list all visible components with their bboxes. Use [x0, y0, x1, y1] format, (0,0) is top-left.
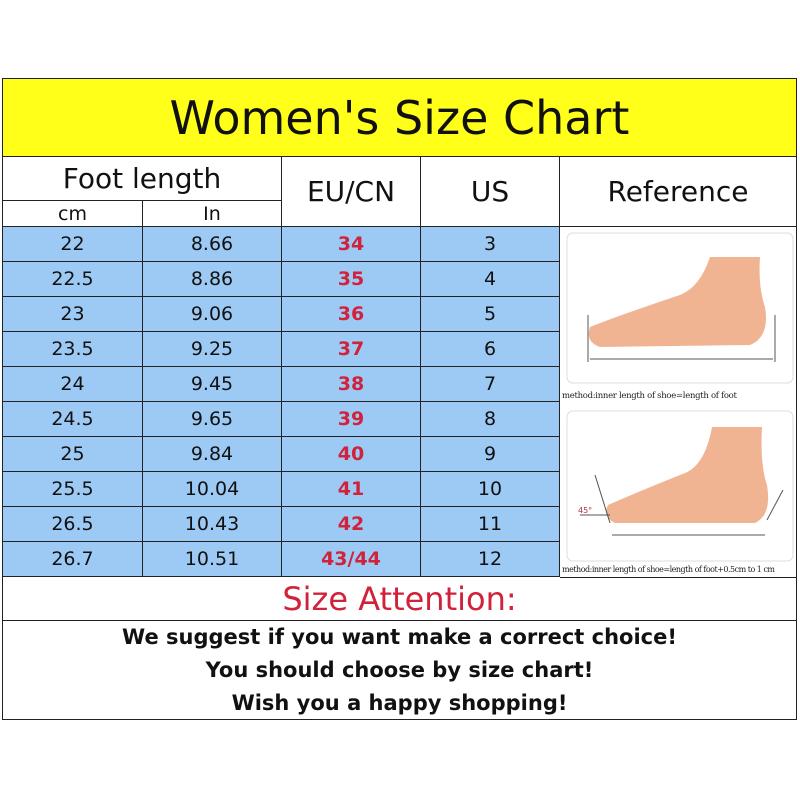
row-10-us: 12	[421, 542, 560, 577]
row-4-cm: 23.5	[3, 332, 143, 367]
row-8-eu: 41	[282, 472, 421, 507]
row-1-us: 3	[421, 227, 560, 262]
row-9-cm: 26.5	[3, 507, 143, 542]
reference-images: method:inner length of shoe=length of fo…	[560, 227, 796, 578]
row-10-cm: 26.7	[3, 542, 143, 577]
row-7-in: 9.84	[143, 437, 282, 472]
row-5-cm: 24	[3, 367, 143, 402]
header-foot-length: Foot length	[3, 156, 282, 201]
size-attention-title: Size Attention:	[3, 577, 796, 621]
row-2-us: 4	[421, 262, 560, 297]
row-2-in: 8.86	[143, 262, 282, 297]
row-5-eu: 38	[282, 367, 421, 402]
row-6-cm: 24.5	[3, 402, 143, 437]
row-1-eu: 34	[282, 227, 421, 262]
foot-measurement-illustration	[566, 232, 794, 384]
reference-caption-1: method:inner length of shoe=length of fo…	[562, 391, 737, 401]
row-8-us: 10	[421, 472, 560, 507]
row-10-in: 10.51	[143, 542, 282, 577]
row-2-eu: 35	[282, 262, 421, 297]
chart-title: Women's Size Chart	[3, 79, 796, 157]
row-6-in: 9.65	[143, 402, 282, 437]
row-3-cm: 23	[3, 297, 143, 332]
row-1-in: 8.66	[143, 227, 282, 262]
row-5-us: 7	[421, 367, 560, 402]
row-2-cm: 22.5	[3, 262, 143, 297]
attention-line-2: You should choose by size chart!	[205, 658, 594, 682]
row-5-in: 9.45	[143, 367, 282, 402]
attention-line-3: Wish you a happy shopping!	[231, 691, 568, 715]
row-4-in: 9.25	[143, 332, 282, 367]
header-us: US	[421, 156, 560, 227]
header-eu-cn: EU/CN	[282, 156, 421, 227]
header-cm: cm	[3, 201, 143, 227]
reference-caption-2: method:inner length of shoe=length of fo…	[562, 565, 775, 574]
header-reference: Reference	[560, 156, 796, 227]
row-9-us: 11	[421, 507, 560, 542]
row-9-in: 10.43	[143, 507, 282, 542]
row-4-us: 6	[421, 332, 560, 367]
header-in: In	[143, 201, 282, 227]
row-8-cm: 25.5	[3, 472, 143, 507]
row-8-in: 10.04	[143, 472, 282, 507]
row-7-eu: 40	[282, 437, 421, 472]
attention-line-1: We suggest if you want make a correct ch…	[122, 625, 677, 649]
size-chart: Women's Size Chart Foot length cm In EU/…	[2, 78, 797, 720]
row-3-us: 5	[421, 297, 560, 332]
row-4-eu: 37	[282, 332, 421, 367]
row-9-eu: 42	[282, 507, 421, 542]
angle-label: 45°	[578, 506, 592, 515]
row-7-us: 9	[421, 437, 560, 472]
row-6-us: 8	[421, 402, 560, 437]
row-7-cm: 25	[3, 437, 143, 472]
row-3-in: 9.06	[143, 297, 282, 332]
row-1-cm: 22	[3, 227, 143, 262]
foot-measurement-angle-illustration: 45°	[566, 410, 794, 562]
row-10-eu: 43/44	[282, 542, 421, 577]
row-3-eu: 36	[282, 297, 421, 332]
row-6-eu: 39	[282, 402, 421, 437]
